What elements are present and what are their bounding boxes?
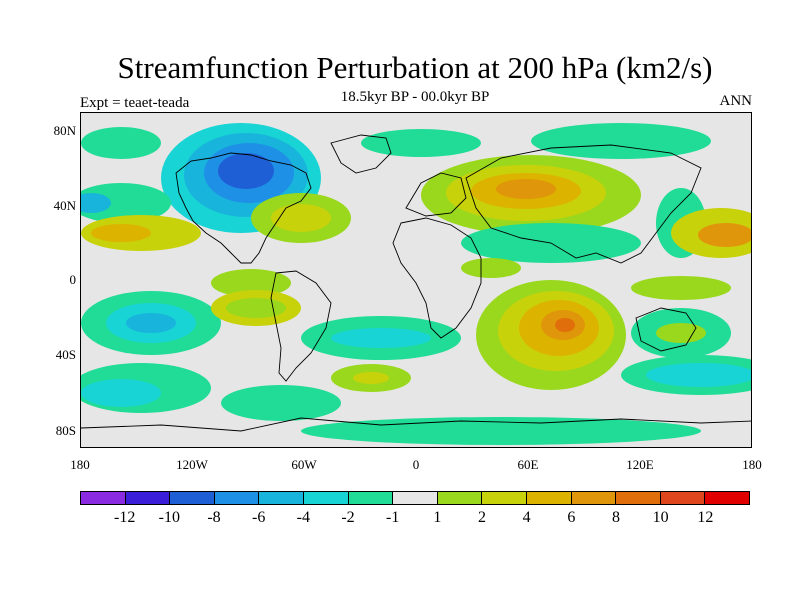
contour-pos-south-america bbox=[226, 298, 286, 318]
contour-pos-tropics bbox=[461, 258, 521, 278]
lat-label-80n: 80N bbox=[53, 123, 76, 138]
contour-neg-north-america bbox=[218, 153, 274, 189]
colorbar bbox=[80, 491, 750, 505]
season-label: ANN bbox=[719, 93, 753, 109]
lon-label-0: 0 bbox=[412, 457, 420, 472]
contour-neg-arctic bbox=[531, 123, 711, 159]
colorbar-swatch bbox=[482, 492, 527, 504]
colorbar-label: -1 bbox=[385, 509, 400, 526]
colorbar-label: -4 bbox=[296, 509, 310, 526]
colorbar-swatch bbox=[81, 492, 126, 504]
coastlines bbox=[81, 134, 751, 432]
lon-label-180w: 180 bbox=[70, 457, 90, 472]
contour-neg-southern-ocean bbox=[646, 363, 751, 387]
colorbar-label: -8 bbox=[207, 509, 221, 526]
contour-pos-indian-ocean bbox=[555, 318, 575, 332]
contour-neg-antarctic bbox=[301, 417, 701, 445]
colorbar-swatch bbox=[303, 492, 349, 504]
colorbar-label: 6 bbox=[567, 509, 576, 526]
colorbar-label: 2 bbox=[478, 509, 486, 526]
colorbar-swatch bbox=[125, 492, 171, 504]
contour-neg-southern-ocean bbox=[81, 379, 161, 407]
colorbar-swatch bbox=[526, 492, 572, 504]
lat-label-80s: 80S bbox=[55, 423, 76, 438]
colorbar-swatch bbox=[170, 492, 215, 504]
contour-neg-arctic bbox=[81, 127, 161, 159]
contour-pos-atlantic bbox=[271, 204, 331, 232]
lon-label-180e: 180 bbox=[742, 457, 762, 472]
lon-label-120w: 120W bbox=[176, 457, 208, 472]
map-canvas bbox=[81, 123, 751, 445]
colorbar-swatch bbox=[348, 492, 394, 504]
contour-neg-arctic bbox=[361, 129, 481, 157]
contour-pos-tropics bbox=[211, 269, 291, 297]
coastline-greenland bbox=[330, 134, 392, 174]
colorbar-label: 10 bbox=[652, 509, 669, 526]
lat-label-40n: 40N bbox=[53, 198, 76, 213]
colorbar-swatch bbox=[393, 492, 438, 504]
colorbar-label: -6 bbox=[251, 509, 266, 526]
contour-neg-southern-ocean bbox=[221, 385, 341, 421]
contour-neg-pacific-east bbox=[81, 183, 171, 223]
lon-label-60e: 60E bbox=[517, 457, 539, 472]
experiment-label: Expt = teaet-teada bbox=[80, 95, 190, 111]
lat-label-0: 0 bbox=[69, 272, 77, 287]
colorbar-label: -10 bbox=[158, 509, 180, 526]
colorbar-label: 8 bbox=[612, 509, 620, 526]
colorbar-label: -2 bbox=[341, 509, 355, 526]
coastline-antarctica bbox=[81, 417, 751, 432]
contour-pos-north-pacific bbox=[698, 223, 751, 247]
lon-label-120e: 120E bbox=[626, 457, 654, 472]
colorbar-swatch bbox=[437, 492, 483, 504]
map-title: Streamfunction Perturbation at 200 hPa (… bbox=[117, 50, 713, 85]
contour-neg-pacific-east bbox=[81, 193, 111, 213]
colorbar-label: 12 bbox=[697, 509, 714, 526]
contour-pos-north-pacific bbox=[91, 224, 151, 242]
lon-label-60w: 60W bbox=[291, 457, 317, 472]
contour-neg-south-atlantic bbox=[331, 328, 431, 348]
map-plot-area bbox=[80, 112, 752, 448]
colorbar-label: -12 bbox=[113, 509, 136, 526]
colorbar-swatch bbox=[705, 492, 749, 504]
colorbar-label: 4 bbox=[522, 509, 531, 526]
contour-pos-south-atlantic bbox=[353, 372, 389, 384]
contour-neg-south-pacific bbox=[126, 313, 176, 333]
contour-neg-australia bbox=[656, 323, 706, 343]
contour-pos-eurasia bbox=[496, 179, 556, 199]
coastline-asia bbox=[465, 144, 702, 264]
coastline-south-america bbox=[270, 270, 332, 382]
coastline-australia bbox=[635, 307, 697, 352]
coastline-north-america bbox=[175, 152, 312, 264]
map-subtitle: 18.5kyr BP - 00.0kyr BP bbox=[340, 89, 490, 105]
contour-pos-tropics bbox=[631, 276, 731, 300]
colorbar-label: 1 bbox=[433, 509, 442, 526]
coastline-africa bbox=[392, 217, 482, 339]
colorbar-swatch bbox=[214, 492, 260, 504]
colorbar-swatch bbox=[616, 492, 661, 504]
colorbar-swatch bbox=[259, 492, 304, 504]
contour-fill-layer bbox=[81, 123, 751, 445]
lat-label-40s: 40S bbox=[55, 347, 76, 362]
colorbar-swatch bbox=[660, 492, 706, 504]
coastline-europe bbox=[405, 172, 467, 217]
colorbar-swatch bbox=[571, 492, 617, 504]
